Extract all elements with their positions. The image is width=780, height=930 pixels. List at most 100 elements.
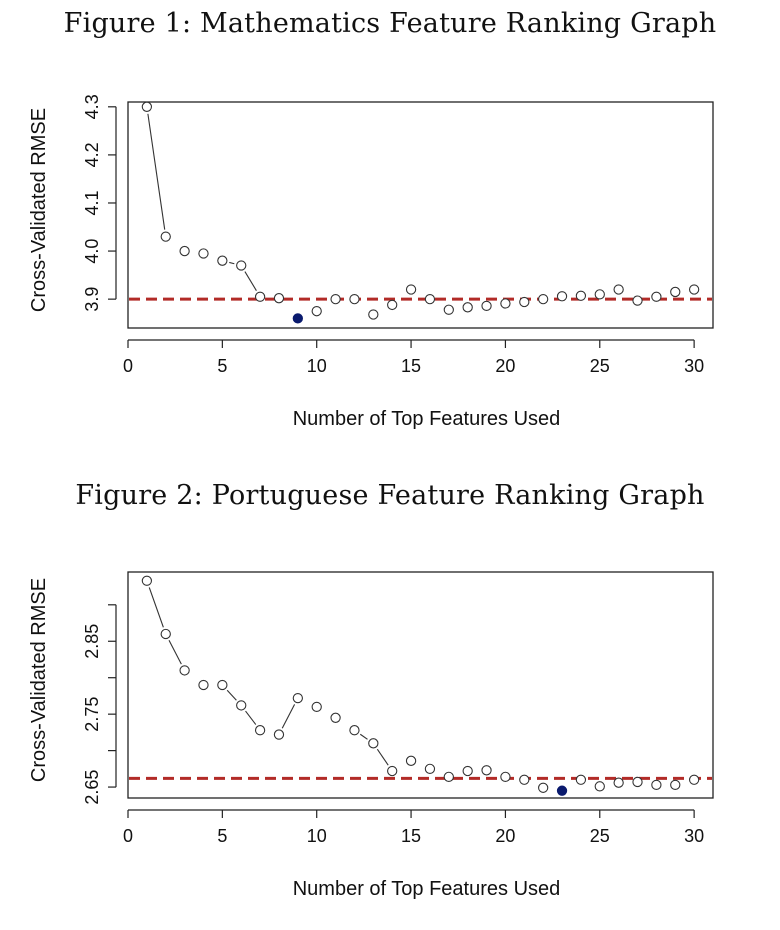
data-point xyxy=(651,291,662,302)
data-point xyxy=(217,255,228,266)
x-tick-label: 10 xyxy=(307,356,327,376)
data-point xyxy=(538,293,549,305)
data-point xyxy=(594,289,605,300)
connector-segment xyxy=(376,748,389,766)
data-point xyxy=(236,260,247,271)
data-point xyxy=(613,777,624,788)
figure-2-caption: Figure 2: Portuguese Feature Ranking Gra… xyxy=(75,480,705,511)
x-tick-label: 20 xyxy=(495,356,515,376)
x-tick-label: 10 xyxy=(307,826,327,846)
y-axis-title: Cross-Validated RMSE xyxy=(28,578,50,782)
data-point xyxy=(292,692,303,704)
connector-segment xyxy=(148,587,164,628)
data-point xyxy=(311,701,322,713)
data-point xyxy=(179,665,190,676)
y-tick-label: 2.65 xyxy=(82,770,102,805)
x-axis-title: Number of Top Features Used xyxy=(293,878,561,900)
data-point xyxy=(141,101,153,112)
data-point xyxy=(217,679,228,691)
y-tick-label: 4.3 xyxy=(82,94,102,119)
data-point xyxy=(254,291,266,302)
x-tick-label: 0 xyxy=(123,356,133,376)
x-tick-label: 30 xyxy=(684,356,704,376)
data-point xyxy=(613,284,624,295)
data-point xyxy=(330,293,341,305)
data-point xyxy=(556,291,568,302)
portuguese-feature-ranking-chart: 0 5 10 15 20 25 30 2.65 2.75 2.85 Number of Top Fe… xyxy=(28,571,714,900)
data-point xyxy=(670,286,681,298)
data-point xyxy=(670,779,681,791)
data-point xyxy=(424,763,436,774)
data-point xyxy=(198,248,209,259)
data-point xyxy=(330,712,341,723)
data-point xyxy=(160,231,171,242)
connector-segment xyxy=(226,689,237,701)
plot-frame xyxy=(127,571,714,799)
data-point xyxy=(462,302,473,313)
x-tick-label: 0 xyxy=(123,826,133,846)
y-tick-label: 4.2 xyxy=(82,142,102,167)
connector-segment xyxy=(359,733,368,740)
x-tick-label: 15 xyxy=(401,356,421,376)
data-point xyxy=(575,290,587,301)
data-point xyxy=(424,293,436,305)
data-point xyxy=(349,293,360,305)
data-point xyxy=(651,779,662,791)
data-point xyxy=(141,575,153,586)
connector-segment xyxy=(147,113,166,230)
data-point xyxy=(349,725,360,736)
data-point xyxy=(443,771,454,783)
x-tick-label: 30 xyxy=(684,826,704,846)
figure-1-caption: Figure 1: Mathematics Feature Ranking Gr… xyxy=(63,8,717,39)
plot-frame xyxy=(127,101,714,329)
data-point xyxy=(519,774,530,785)
data-point xyxy=(254,725,266,736)
data-point xyxy=(405,284,417,295)
data-point xyxy=(500,771,511,783)
data-point xyxy=(481,300,492,312)
data-point xyxy=(594,781,605,792)
data-point xyxy=(368,738,379,749)
y-tick-label: 4.1 xyxy=(82,190,102,215)
data-point xyxy=(236,700,247,711)
data-point xyxy=(519,296,530,308)
connector-segment xyxy=(281,704,296,729)
data-point xyxy=(160,628,171,640)
x-tick-label: 15 xyxy=(401,826,421,846)
connector-segment xyxy=(244,271,257,291)
x-tick-label: 5 xyxy=(217,826,227,846)
data-point xyxy=(443,304,454,315)
data-point xyxy=(500,298,511,309)
data-point xyxy=(273,729,285,740)
x-axis-title: Number of Top Features Used xyxy=(293,408,561,430)
data-point xyxy=(632,776,643,788)
x-tick-label: 20 xyxy=(495,826,515,846)
data-point xyxy=(198,679,209,691)
data-point xyxy=(311,306,322,317)
y-axis-title: Cross-Validated RMSE xyxy=(28,108,50,312)
highlighted-point xyxy=(292,313,303,324)
y-tick-label: 2.75 xyxy=(82,697,102,732)
data-point xyxy=(575,774,587,785)
highlighted-point xyxy=(556,785,568,796)
data-point xyxy=(273,293,285,304)
x-tick-label: 5 xyxy=(217,356,227,376)
data-point xyxy=(632,295,643,306)
data-point xyxy=(688,284,700,295)
connector-segment xyxy=(245,710,257,725)
y-tick-label: 3.9 xyxy=(82,287,102,312)
mathematics-feature-ranking-chart: 0 5 10 15 20 25 30 3.9 4.0 4.1 4.2 4.3 Number of Top… xyxy=(28,94,714,430)
x-tick-label: 25 xyxy=(590,356,610,376)
data-point xyxy=(368,309,379,320)
x-tick-label: 25 xyxy=(590,826,610,846)
y-tick-label: 4.0 xyxy=(82,239,102,264)
data-point xyxy=(481,765,492,776)
data-point xyxy=(387,765,398,777)
data-point xyxy=(387,299,398,311)
connector-segment xyxy=(229,261,235,265)
data-point xyxy=(688,774,700,785)
data-point xyxy=(462,765,473,777)
data-point xyxy=(405,755,417,766)
y-tick-label: 2.85 xyxy=(82,624,102,659)
data-point xyxy=(179,245,190,257)
